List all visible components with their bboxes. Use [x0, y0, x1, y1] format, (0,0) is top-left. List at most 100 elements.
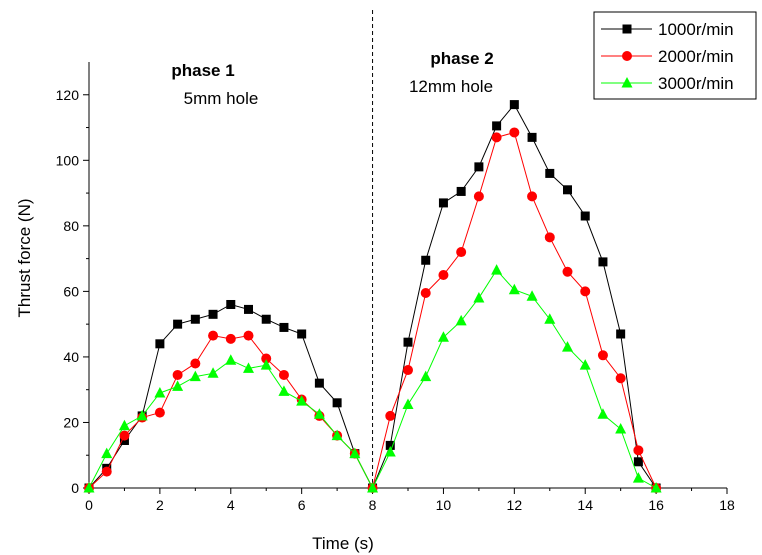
data-point-3000r-min: [473, 291, 485, 303]
data-point-1000r-min: [297, 329, 307, 339]
data-point-3000r-min: [172, 380, 184, 391]
legend-item-3000r-min: 3000r/min: [601, 74, 734, 93]
data-point-3000r-min: [331, 429, 343, 441]
data-point-2000r-min: [615, 373, 626, 384]
data-point-2000r-min: [544, 232, 555, 243]
data-point-1000r-min: [438, 198, 448, 208]
data-point-3000r-min: [243, 362, 254, 373]
data-point-3000r-min: [136, 409, 148, 421]
y-tick-label: 20: [63, 414, 79, 430]
data-point-3000r-min: [349, 447, 361, 459]
data-point-3000r-min: [101, 447, 113, 459]
plot-area: [88, 62, 727, 489]
x-tick-label: 0: [85, 497, 93, 513]
data-point-1000r-min: [173, 319, 183, 329]
x-tick-label: 2: [156, 497, 164, 513]
data-point-3000r-min: [384, 445, 396, 457]
data-point-1000r-min: [633, 457, 643, 467]
data-point-1000r-min: [403, 337, 413, 347]
data-point-1000r-min: [563, 185, 572, 195]
data-point-3000r-min: [597, 408, 609, 419]
data-point-2000r-min: [225, 333, 236, 344]
data-point-2000r-min: [261, 353, 272, 364]
x-tick-label: 6: [298, 497, 306, 513]
y-tick-label: 40: [63, 349, 79, 365]
data-point-3000r-min: [313, 408, 325, 419]
data-point-2000r-min: [456, 247, 467, 258]
data-point-2000r-min: [597, 350, 608, 361]
data-point-2000r-min: [509, 127, 520, 138]
data-point-1000r-min: [385, 440, 395, 450]
data-point-2000r-min: [473, 191, 484, 202]
data-point-2000r-min: [154, 407, 165, 418]
data-point-1000r-min: [474, 162, 484, 172]
series-line-3000r-min: [88, 269, 657, 490]
data-point-2000r-min: [190, 358, 201, 369]
y-tick-label: 80: [63, 218, 79, 234]
data-point-2000r-min: [438, 270, 449, 280]
data-point-2000r-min: [101, 466, 112, 477]
data-point-2000r-min: [119, 430, 130, 441]
data-point-1000r-min: [580, 211, 590, 221]
x-tick-label: 16: [648, 497, 664, 513]
series-3000r-min: [83, 264, 662, 493]
data-point-3000r-min: [420, 370, 432, 382]
data-point-1000r-min: [314, 378, 324, 388]
data-point-1000r-min: [492, 121, 502, 131]
data-point-3000r-min: [455, 314, 467, 326]
data-point-3000r-min: [579, 359, 591, 370]
phase-1-title: phase 1: [171, 61, 234, 80]
data-point-3000r-min: [508, 283, 520, 295]
data-point-3000r-min: [189, 370, 201, 382]
y-axis: 0 20 40 60 80 100 120: [56, 87, 89, 496]
legend-marker: [622, 51, 632, 61]
data-point-3000r-min: [562, 341, 573, 352]
y-axis-title: Thrust force (N): [15, 198, 34, 317]
x-tick-label: 18: [719, 497, 735, 513]
data-point-2000r-min: [562, 266, 573, 277]
series-layer: [83, 100, 662, 493]
x-axis-title: Time (s): [312, 534, 374, 553]
phase-2-subtitle: 12mm hole: [409, 77, 493, 96]
data-point-2000r-min: [243, 330, 254, 341]
legend: 1000r/min 2000r/min 3000r/min: [593, 11, 757, 100]
legend-marker: [621, 77, 633, 88]
data-point-2000r-min: [633, 445, 644, 456]
data-point-2000r-min: [403, 365, 413, 376]
data-point-1000r-min: [244, 304, 253, 314]
x-tick-label: 8: [369, 497, 377, 513]
data-point-3000r-min: [207, 367, 219, 378]
legend-label: 2000r/min: [658, 47, 734, 66]
x-tick-label: 4: [227, 497, 235, 513]
data-point-1000r-min: [545, 168, 555, 178]
y-tick-label: 100: [56, 152, 80, 168]
legend-label: 3000r/min: [658, 74, 734, 93]
legend-label: 1000r/min: [658, 20, 734, 39]
data-point-1000r-min: [332, 398, 342, 408]
x-tick-label: 14: [577, 497, 593, 513]
legend-item-2000r-min: 2000r/min: [601, 47, 734, 66]
data-point-3000r-min: [296, 395, 308, 406]
y-tick-label: 120: [56, 87, 80, 103]
data-point-1000r-min: [155, 339, 165, 349]
phase-2-title: phase 2: [430, 49, 493, 68]
data-point-1000r-min: [279, 322, 289, 332]
data-point-3000r-min: [83, 482, 95, 493]
data-point-3000r-min: [491, 264, 503, 275]
data-point-1000r-min: [527, 132, 537, 142]
data-point-1000r-min: [598, 257, 608, 267]
data-point-1000r-min: [190, 314, 200, 324]
data-point-2000r-min: [527, 191, 538, 202]
data-point-3000r-min: [544, 313, 556, 324]
data-point-3000r-min: [367, 482, 379, 493]
data-point-3000r-min: [402, 398, 414, 409]
data-point-1000r-min: [456, 186, 466, 196]
data-point-1000r-min: [261, 314, 271, 324]
data-point-1000r-min: [421, 255, 431, 265]
x-tick-label: 10: [436, 497, 452, 513]
phase-1-subtitle: 5mm hole: [184, 89, 259, 108]
x-tick-label: 12: [507, 497, 523, 513]
data-point-2000r-min: [172, 369, 183, 380]
data-point-2000r-min: [278, 369, 289, 380]
